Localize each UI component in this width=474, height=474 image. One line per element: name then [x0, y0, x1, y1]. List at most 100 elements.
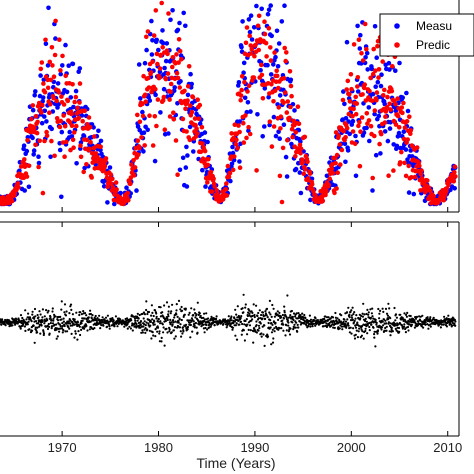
residual-point [269, 313, 272, 316]
residual-point [51, 310, 54, 313]
predicted-point [202, 148, 208, 154]
predicted-point [418, 172, 424, 177]
predicted-point [395, 96, 400, 101]
residual-point [233, 317, 236, 320]
residual-point [53, 313, 56, 316]
predicted-point [268, 45, 273, 50]
residual-point [270, 343, 273, 346]
predicted-point [141, 73, 146, 79]
predicted-point [200, 141, 205, 146]
residual-point [205, 323, 208, 327]
predicted-point [353, 94, 359, 100]
residual-point [175, 303, 178, 306]
predicted-point [359, 115, 365, 120]
predicted-point [89, 151, 95, 156]
predicted-point [150, 143, 156, 148]
residual-point [144, 331, 147, 334]
residual-point [108, 325, 111, 328]
measured-point [57, 147, 63, 153]
predicted-point [243, 40, 249, 46]
residual-point [351, 318, 354, 321]
residual-point [311, 325, 314, 328]
predicted-point [198, 149, 204, 155]
measured-point [177, 167, 183, 173]
residual-point [271, 323, 274, 326]
residual-point [131, 329, 134, 332]
measured-point [141, 130, 147, 135]
measured-point [184, 144, 189, 150]
predicted-point [187, 137, 193, 143]
residual-point [384, 319, 387, 322]
measured-point [158, 110, 163, 115]
measured-point [141, 149, 146, 154]
residual-point [126, 327, 129, 330]
predicted-point [278, 114, 284, 119]
residual-point [172, 329, 175, 332]
predicted-point [78, 154, 84, 160]
top-panel-ticks [61, 207, 449, 212]
measured-point [175, 101, 180, 106]
residual-point [429, 325, 432, 328]
predicted-point [185, 84, 191, 89]
residual-point [139, 326, 142, 329]
residual-point [19, 314, 23, 317]
residual-point [354, 333, 357, 336]
x-axis-title: Time (Years) [196, 455, 275, 471]
predicted-point [376, 67, 382, 72]
predicted-point [188, 103, 193, 108]
residual-point [83, 317, 86, 320]
predicted-point [61, 102, 67, 107]
residual-point [340, 314, 343, 317]
predicted-point [234, 137, 239, 143]
residual-point [27, 312, 30, 315]
predicted-point [232, 122, 238, 127]
residual-point [73, 323, 76, 326]
residual-point [57, 319, 60, 322]
predicted-point [125, 190, 130, 196]
measured-point [283, 154, 289, 160]
residual-point [388, 307, 391, 310]
measured-point [367, 138, 372, 144]
residual-point [14, 323, 17, 326]
residual-point [146, 328, 149, 331]
residual-point [79, 311, 82, 314]
residual-point [177, 321, 180, 324]
residual-point [386, 314, 389, 317]
residual-point [286, 294, 289, 297]
predicted-point [185, 98, 190, 103]
residual-point [358, 327, 361, 330]
predicted-point [399, 149, 404, 155]
predicted-point [344, 87, 350, 92]
measured-point [364, 50, 370, 56]
predicted-point [401, 136, 407, 142]
predicted-point [382, 120, 388, 125]
measured-point [298, 190, 304, 196]
residual-point [270, 322, 273, 325]
measured-point [266, 94, 271, 100]
residual-point [263, 324, 266, 327]
predicted-point [446, 182, 451, 188]
residual-point [93, 327, 96, 330]
residual-point [28, 328, 31, 331]
predicted-point [149, 89, 154, 95]
predicted-point [384, 104, 390, 110]
predicted-point [357, 163, 363, 169]
predicted-point [57, 124, 63, 130]
residual-point [260, 335, 263, 338]
residual-point [71, 313, 74, 316]
residual-point [257, 329, 260, 332]
measured-point [355, 23, 360, 29]
predicted-point [199, 124, 205, 130]
predicted-point [272, 88, 278, 93]
residual-point [169, 323, 172, 326]
predicted-point [334, 152, 340, 158]
residual-point [240, 315, 243, 318]
residual-point [179, 330, 182, 333]
residual-point [346, 318, 349, 321]
residual-point [409, 314, 412, 318]
predicted-point [329, 166, 335, 172]
predicted-point [200, 156, 206, 161]
measured-point [246, 17, 252, 22]
residual-point [373, 333, 376, 336]
predicted-point [103, 156, 109, 161]
